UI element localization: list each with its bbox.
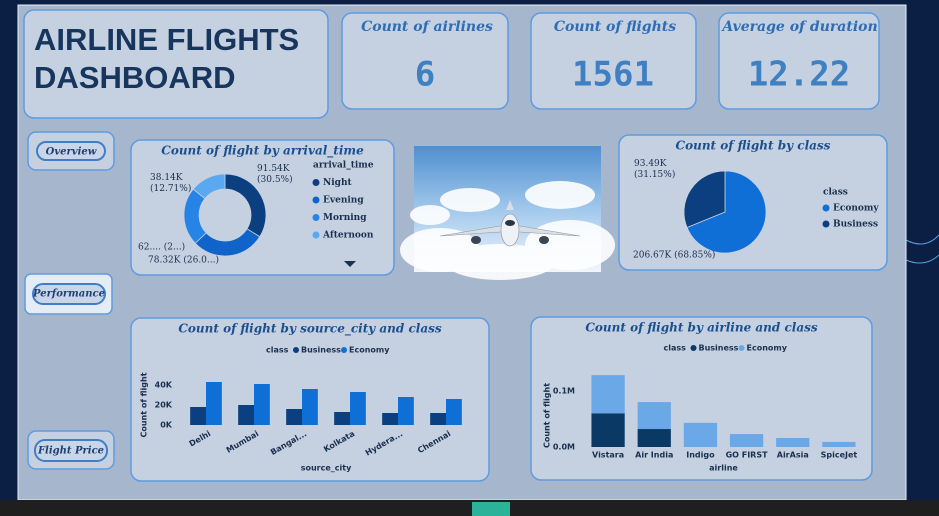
chart-title: Count of flight by class [676, 139, 831, 153]
data-label: 38.14K (12.71%) [150, 173, 191, 194]
taskbar-tab [472, 502, 510, 516]
y-tick-label: 0K [160, 421, 173, 430]
legend-label: Night [323, 178, 352, 188]
data-label: 206.67K (68.85%) [633, 250, 715, 261]
legend-swatch [822, 204, 830, 212]
chart-title: Count of flight by airline and class [585, 321, 818, 335]
legend-title: arrival_time [313, 161, 374, 171]
bar [382, 413, 398, 425]
kpi-value: 1561 [572, 55, 654, 95]
legend-title: class [664, 344, 687, 353]
y-tick-label: 40K [155, 381, 173, 390]
legend-swatch [341, 347, 347, 353]
data-label: 93.49K (31.15%) [634, 159, 675, 180]
taskbar [0, 500, 939, 516]
legend-label: Economy [747, 344, 788, 353]
bar [302, 389, 318, 425]
nav-label: Flight Price [37, 446, 104, 457]
legend-title: class [823, 188, 848, 198]
x-tick-label: Vistara [592, 451, 624, 460]
legend-label: Evening [323, 196, 364, 206]
nav-button[interactable]: Performance [24, 273, 113, 315]
kpi-value: 6 [415, 55, 435, 95]
airplane-image [400, 146, 615, 280]
legend-swatch [738, 345, 745, 351]
bar-segment [591, 413, 625, 447]
y-tick-label: 0.0M [553, 443, 575, 452]
bar-segment [822, 441, 856, 447]
data-label: 62.... (2...) [138, 242, 185, 253]
legend-swatch [690, 345, 697, 351]
bar [350, 392, 366, 425]
kpi-label: Count of flights [554, 19, 676, 35]
bar-segment [637, 429, 671, 447]
legend-label: Economy [833, 204, 879, 214]
slice [683, 170, 726, 228]
bar-segment [683, 422, 718, 447]
bar [398, 397, 414, 425]
data-label: 78.32K (26.0...) [148, 255, 219, 266]
legend-swatch [293, 347, 299, 353]
x-axis-title: airline [709, 464, 738, 473]
chart-title: Count of flight by arrival_time [161, 144, 364, 159]
legend-swatch [312, 214, 320, 221]
bar-segment [729, 434, 764, 447]
decor [905, 234, 939, 264]
kpi-card [718, 12, 880, 110]
x-tick-label: GO FIRST [726, 451, 769, 460]
legend-swatch [312, 179, 320, 186]
legend-label: Business [699, 344, 739, 353]
x-tick-label: SpiceJet [821, 451, 858, 460]
legend-swatch [312, 231, 320, 239]
nav-pill [36, 141, 106, 161]
y-tick-label: 20K [155, 401, 173, 410]
bar-segment [776, 438, 810, 447]
x-tick-label: Indigo [686, 451, 715, 460]
data-label: 91.54K (30.5%) [257, 164, 293, 185]
bar [190, 407, 206, 425]
legend-title: class [266, 346, 289, 355]
legend-label: Afternoon [322, 231, 374, 241]
kpi-card [530, 12, 697, 110]
bar [334, 412, 350, 425]
nav-button[interactable]: Overview [27, 131, 115, 171]
bar [286, 409, 302, 425]
bar [430, 413, 446, 425]
title-card [23, 9, 329, 119]
legend-label: Economy [349, 346, 390, 355]
bar-segment [591, 375, 625, 414]
bar [446, 399, 462, 425]
kpi-value: 12.22 [748, 55, 850, 95]
chart-title: Count of flight by source_city and class [178, 322, 442, 337]
x-tick-label: AirAsia [777, 451, 809, 460]
bar [206, 382, 222, 425]
legend-label: Business [301, 346, 341, 355]
bar [238, 405, 254, 425]
kpi-label: Count of airlines [361, 19, 493, 35]
kpi-label: Average of duration [720, 19, 877, 35]
y-axis-title: Count of flight [543, 383, 552, 448]
dashboard-title: AIRLINE FLIGHTS DASHBOARD [34, 22, 308, 95]
slice [192, 173, 226, 200]
y-tick-label: 0.1M [553, 386, 575, 395]
x-tick-label: Air India [635, 451, 673, 460]
nav-pill [32, 283, 106, 305]
nav-label: Overview [46, 147, 97, 158]
nav-pill [34, 439, 108, 462]
bar [254, 384, 270, 425]
legend-swatch [822, 220, 830, 228]
bar-segment [637, 402, 671, 430]
kpi-card [341, 12, 509, 110]
slice [686, 170, 767, 254]
legend-scroll-arrow[interactable] [344, 261, 356, 267]
legend-label: Business [833, 220, 878, 230]
nav-button[interactable]: Flight Price [27, 430, 115, 470]
nav-label: Performance [32, 289, 105, 300]
y-axis-title: Count of flight [140, 372, 149, 437]
legend-label: Morning [323, 213, 367, 223]
legend-swatch [312, 196, 320, 204]
x-axis-title: source_city [301, 464, 352, 473]
